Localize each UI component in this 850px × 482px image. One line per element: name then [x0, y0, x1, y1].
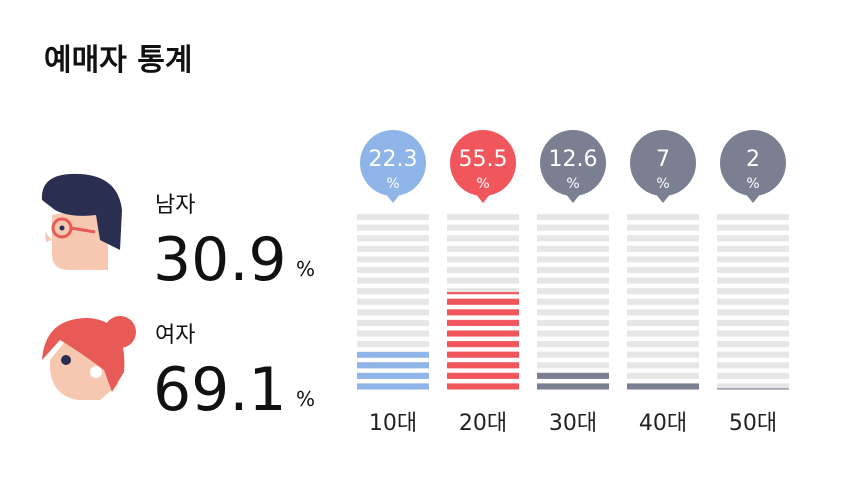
bar-track	[537, 212, 609, 392]
bubble-value: 2	[746, 147, 760, 172]
bubble-unit: %	[746, 176, 759, 192]
bubble	[450, 130, 516, 196]
gender-value: 69.1	[153, 355, 287, 425]
bar	[627, 379, 699, 392]
unit: %	[296, 257, 315, 281]
gender-value: 30.9	[153, 225, 287, 295]
gender-label: 여자	[155, 323, 195, 348]
bar	[357, 351, 429, 392]
bubble-unit: %	[566, 176, 579, 192]
x-tick-label: 10대	[369, 411, 417, 436]
unit: %	[296, 387, 315, 411]
bar	[717, 388, 789, 392]
bubble	[360, 130, 426, 196]
male-icon	[41, 173, 122, 270]
bubble-value: 7	[656, 147, 670, 172]
bubble-value: 22.3	[369, 147, 418, 172]
bubble	[540, 130, 606, 196]
bubble-unit: %	[656, 176, 669, 192]
x-tick-label: 50대	[729, 411, 777, 436]
bar-track	[717, 212, 789, 392]
bar-track	[627, 212, 699, 392]
gender-label: 남자	[155, 193, 195, 218]
bar-track	[357, 212, 429, 392]
bubble-value: 12.6	[549, 147, 598, 172]
bar	[537, 369, 609, 392]
x-tick-label: 40대	[639, 411, 687, 436]
bubble-unit: %	[476, 176, 489, 192]
bubble	[720, 130, 786, 196]
bubble-unit: %	[386, 176, 399, 192]
bubble-value: 55.5	[459, 147, 508, 172]
female-icon	[42, 316, 136, 400]
bar	[447, 292, 519, 392]
x-tick-label: 20대	[459, 411, 507, 436]
x-tick-label: 30대	[549, 411, 597, 436]
title: 예매자 통계	[44, 43, 192, 78]
bubble	[630, 130, 696, 196]
